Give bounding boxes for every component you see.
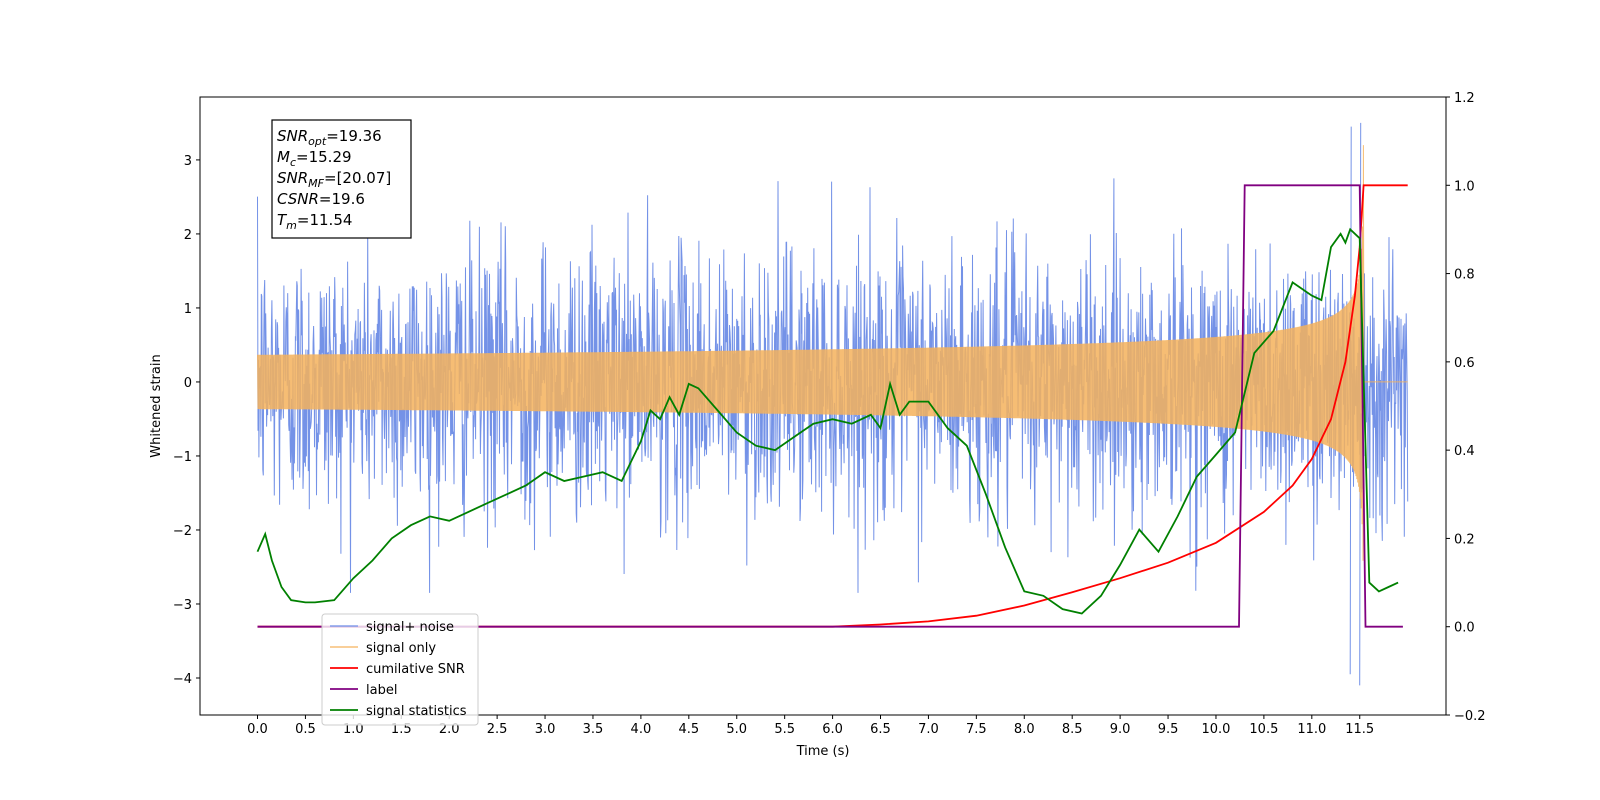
y-right-tick-label: −0.2 [1454,709,1486,724]
x-tick-label: 3.0 [535,722,556,737]
x-tick-label: 1.5 [391,722,412,737]
series-line-signal-only [257,145,1408,561]
annotation-line: Mc=15.29 [277,148,352,169]
annotation-line: CSNR=19.6 [277,190,365,208]
plot-frame [199,96,1447,716]
y-left-tick-label: −3 [173,598,192,613]
legend-entry: cumilative SNR [366,662,465,677]
x-tick-label: 9.5 [1158,722,1179,737]
y-left-tick-label: 1 [184,302,192,317]
x-tick-label: 1.0 [343,722,364,737]
y-left-tick-label: −1 [173,450,192,465]
x-tick-label: 8.0 [1014,722,1035,737]
y-axis-right: −0.2 0.0 0.2 0.4 0.6 0.8 1.0 1.2 [1446,91,1486,724]
x-tick-label: 6.5 [870,722,891,737]
y-right-tick-label: 0.8 [1454,268,1475,283]
x-axis: 0.0 0.5 1.0 1.5 2.0 2.5 3.0 3.5 4.0 4.5 5.0 5.5 6.0 6… [247,715,1374,737]
x-tick-label: 0.5 [295,722,316,737]
x-tick-label: 10.0 [1201,722,1230,737]
y-right-tick-label: 0.4 [1454,444,1475,459]
series-line-4 [256,227,1399,615]
series-line-2 [257,184,1408,628]
y-left-tick-label: 0 [184,376,192,391]
stats-annotation-box: SNRopt=19.36Mc=15.29SNRMF=[20.07]CSNR=19… [271,119,412,239]
y-axis-left: −4 −3 −2 −1 0 1 2 3 [173,154,200,687]
y-left-tick-label: 3 [184,154,192,169]
y-right-tick-label: 1.0 [1454,179,1475,194]
y-right-tick-label: 0.6 [1454,356,1475,371]
x-tick-label: 5.0 [726,722,747,737]
y-left-tick-label: −4 [173,672,192,687]
legend-entry: signal+ noise [366,620,454,635]
y-right-tick-label: 0.2 [1454,532,1475,547]
x-tick-label: 5.5 [774,722,795,737]
x-tick-label: 2.0 [439,722,460,737]
legend-entry: signal only [366,641,436,656]
x-tick-label: 11.5 [1345,722,1374,737]
x-tick-label: 6.0 [822,722,843,737]
x-tick-label: 4.5 [678,722,699,737]
series-line-3 [257,184,1403,628]
x-axis-label: Time (s) [796,744,850,759]
x-tick-label: 8.5 [1062,722,1083,737]
x-tick-label: 2.5 [487,722,508,737]
annotation-line: SNRopt=19.36 [277,127,382,148]
legend: signal+ noise signal only cumilative SNR la… [321,613,479,726]
y-left-tick-label: 2 [184,228,192,243]
y-axis-label: Whitened strain [149,354,164,457]
x-tick-label: 11.0 [1297,722,1326,737]
x-tick-label: 10.5 [1249,722,1278,737]
x-tick-label: 7.0 [918,722,939,737]
series-layer [256,122,1409,686]
x-tick-label: 9.0 [1110,722,1131,737]
y-right-tick-label: 1.2 [1454,91,1475,106]
legend-entry: label [366,683,397,698]
x-tick-label: 4.0 [631,722,652,737]
annotation-line: SNRMF=[20.07] [277,169,391,190]
x-tick-label: 3.5 [583,722,604,737]
y-right-tick-label: 0.0 [1454,621,1475,636]
x-tick-label: 7.5 [966,722,987,737]
annotation-line: Tm=11.54 [277,211,352,232]
x-tick-label: 0.0 [247,722,268,737]
legend-frame [321,613,479,726]
legend-entry: signal statistics [366,704,467,719]
y-left-tick-label: −2 [173,524,192,539]
annotation-frame [271,119,412,239]
